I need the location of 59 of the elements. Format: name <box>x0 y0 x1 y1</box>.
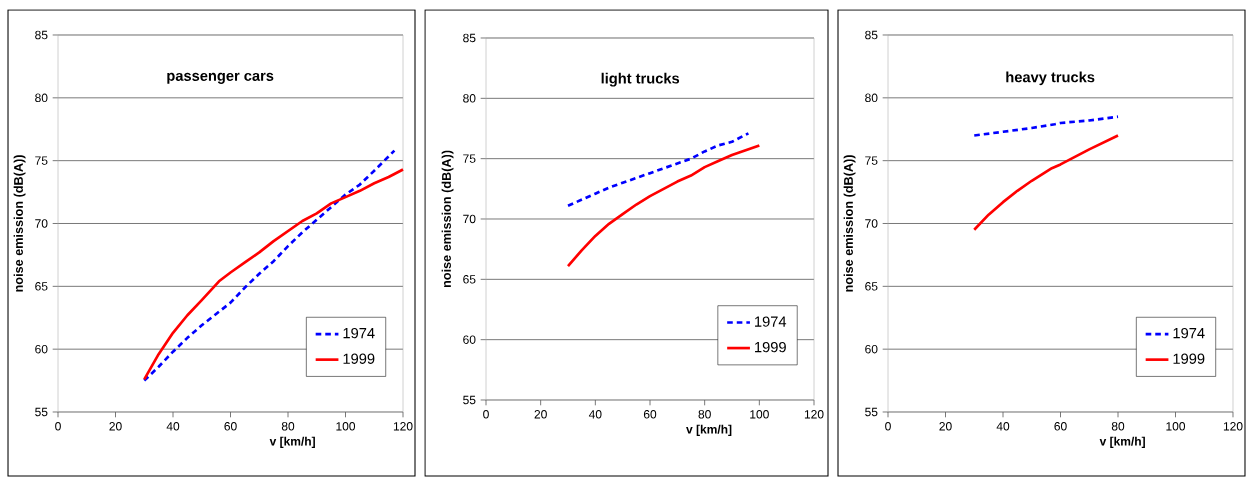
line-series <box>972 134 1120 232</box>
x-tick-label: 40 <box>588 410 602 419</box>
y-tick-label: 55 <box>865 407 878 417</box>
legend-label: 1999 <box>1173 353 1205 364</box>
x-tick-label: 100 <box>336 422 356 431</box>
legend-label: 1974 <box>1173 327 1205 339</box>
legend-label: 1974 <box>755 316 787 327</box>
y-axis-title: noise emission (dB(A)) <box>441 150 454 288</box>
y-tick-label: 75 <box>35 156 48 165</box>
y-tick-label: 80 <box>463 94 476 103</box>
y-axis-title: noise emission (dB(A)) <box>843 155 856 292</box>
x-tick-label: 120 <box>393 422 413 431</box>
y-axis-title: noise emission (dB(A)) <box>13 155 26 292</box>
x-tick-label: 60 <box>224 422 237 431</box>
x-axis-title: v [km/h] <box>686 424 732 436</box>
x-tick-label: 40 <box>166 422 180 431</box>
y-tick-label: 70 <box>35 219 48 228</box>
y-tick-label: 70 <box>865 219 878 228</box>
y-tick-label: 85 <box>35 30 48 40</box>
text: passenger cars <box>167 72 274 84</box>
x-tick-label: 0 <box>885 422 891 431</box>
text: heavy trucks <box>1006 71 1095 86</box>
y-tick-label: 75 <box>865 156 878 165</box>
x-tick-label: 20 <box>939 422 952 431</box>
legend-label: 1974 <box>343 327 375 339</box>
x-tick-label: 0 <box>55 422 61 431</box>
x-tick-label: 80 <box>281 422 295 431</box>
line-series <box>972 115 1120 137</box>
legend-label: 1999 <box>755 341 786 353</box>
y-tick-label: 55 <box>35 407 48 417</box>
x-tick-label: 40 <box>996 422 1010 431</box>
y-tick-label: 80 <box>865 93 878 103</box>
y-tick-label: 55 <box>463 395 476 405</box>
x-tick-label: 100 <box>1166 422 1186 431</box>
x-tick-label: 120 <box>804 410 824 419</box>
x-tick-label: 60 <box>1054 422 1067 431</box>
text: light trucks <box>601 72 680 87</box>
x-tick-label: 80 <box>698 410 711 419</box>
x-tick-label: 20 <box>109 422 122 431</box>
x-tick-label: 120 <box>1223 422 1243 431</box>
x-tick-label: 20 <box>534 410 547 419</box>
y-tick-label: 85 <box>463 33 476 43</box>
legend-label: 1999 <box>343 353 375 364</box>
x-tick-label: 0 <box>483 410 489 419</box>
y-tick-label: 60 <box>865 344 878 354</box>
y-tick-label: 75 <box>463 154 476 163</box>
y-tick-label: 85 <box>865 30 878 40</box>
y-tick-label: 65 <box>463 275 476 284</box>
x-tick-label: 100 <box>750 410 769 419</box>
x-tick-label: 80 <box>1111 422 1125 431</box>
x-tick-label: 60 <box>643 410 657 419</box>
y-tick-label: 60 <box>35 344 48 354</box>
x-axis-title: v [km/h] <box>1099 436 1145 448</box>
y-tick-label: 70 <box>463 214 476 224</box>
y-tick-label: 65 <box>35 282 48 291</box>
y-tick-label: 80 <box>35 93 48 103</box>
y-tick-label: 65 <box>865 282 878 291</box>
x-axis-title: v [km/h] <box>269 436 315 448</box>
y-tick-label: 60 <box>463 335 476 344</box>
